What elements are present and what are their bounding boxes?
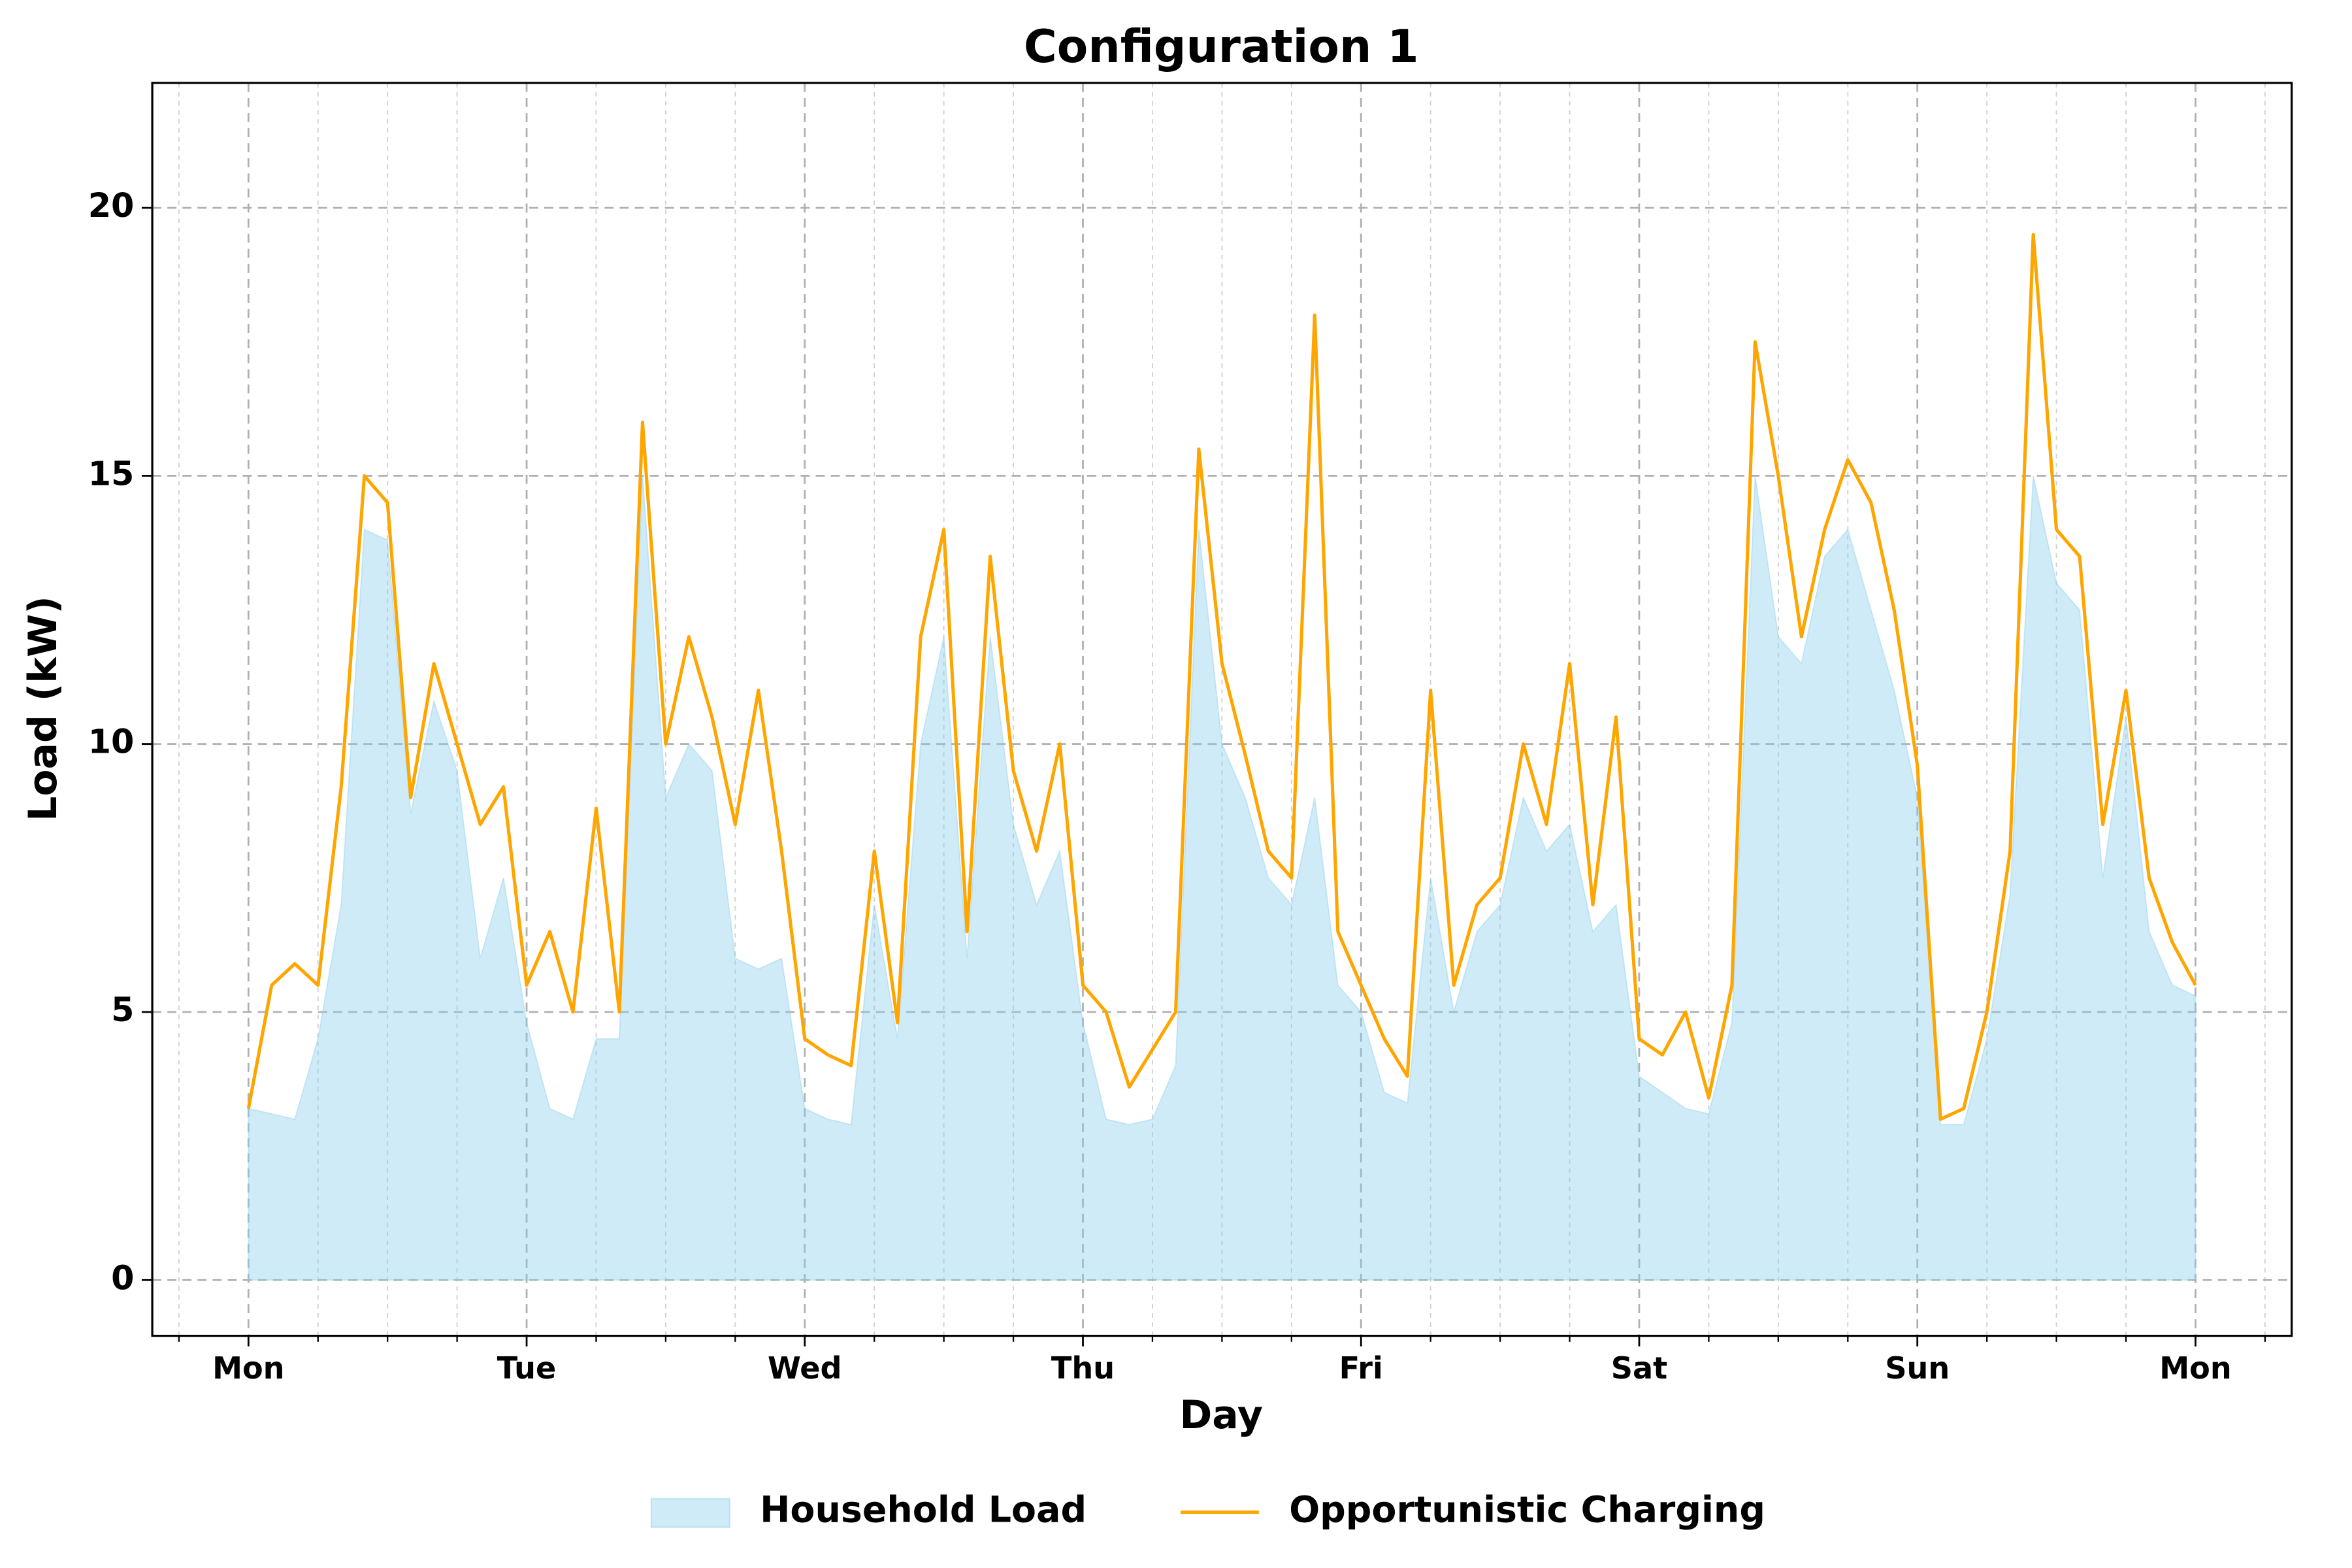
x-tick-label: Sun <box>1885 1350 1950 1386</box>
x-tick-label: Sat <box>1611 1350 1667 1386</box>
legend-label: Household Load <box>760 1490 1086 1531</box>
y-tick-label: 15 <box>88 454 135 493</box>
x-tick-label: Tue <box>497 1350 557 1386</box>
x-axis-label: Day <box>1179 1392 1263 1438</box>
y-tick-label: 5 <box>111 990 134 1029</box>
y-axis-label: Load (kW) <box>20 596 66 821</box>
x-tick-label: Fri <box>1339 1350 1383 1386</box>
line <box>246 233 2197 1121</box>
legend-swatch <box>650 1497 731 1528</box>
area <box>248 476 2197 1281</box>
plot-frame <box>151 82 2293 1337</box>
x-tick-label: Mon <box>212 1350 284 1386</box>
legend-label: Opportunistic Charging <box>1289 1490 1765 1531</box>
x-tick-label: Mon <box>2159 1350 2231 1386</box>
y-tick-label: 10 <box>88 723 135 761</box>
x-tick-label: Wed <box>768 1350 842 1386</box>
y-tick-label: 20 <box>88 186 135 225</box>
y-tick-label: 0 <box>111 1258 134 1297</box>
chart-title: Configuration 1 <box>1024 21 1419 73</box>
x-tick-label: Thu <box>1051 1350 1115 1386</box>
